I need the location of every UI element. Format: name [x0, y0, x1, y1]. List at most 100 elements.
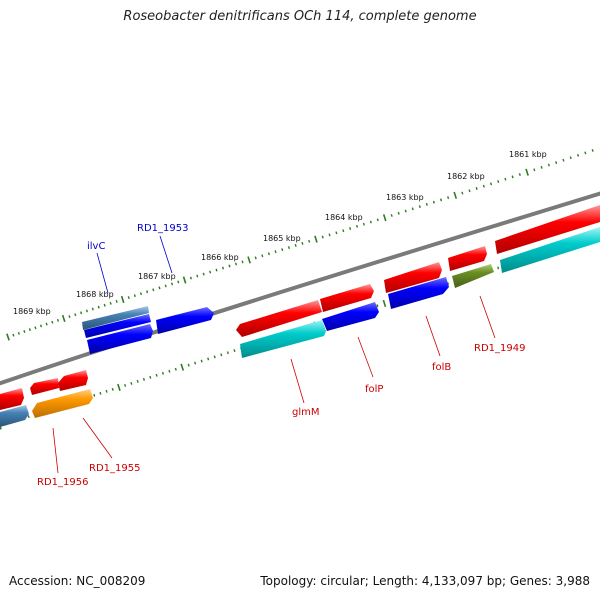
- gene-label-folB[interactable]: folB: [432, 362, 451, 373]
- gene-ilvC-lower[interactable]: [84, 314, 151, 338]
- scale-tick-minor: [105, 389, 108, 393]
- gene-folP[interactable]: [322, 302, 379, 331]
- scale-label-1867: 1867 kbp: [138, 272, 176, 281]
- gene-forward-blue-left[interactable]: [87, 324, 153, 354]
- scale-tick-minor: [390, 214, 393, 217]
- scale-tick-minor: [540, 165, 543, 169]
- leader-RD1_1953: [159, 235, 173, 274]
- gene-label-RD1_1949[interactable]: RD1_1949: [474, 343, 525, 354]
- map-title: Roseobacter denitrificans OCh 114, compl…: [123, 9, 477, 24]
- scale-tick-minor: [287, 246, 290, 249]
- scale-tick-minor: [168, 369, 171, 373]
- scale-tick-minor: [518, 173, 521, 176]
- scale-tick-minor: [56, 318, 60, 322]
- scale-tick-major: [314, 235, 318, 243]
- scale-tick-minor: [555, 161, 558, 165]
- gene-RD1_1956[interactable]: [0, 405, 29, 427]
- scale-label-1863: 1863 kbp: [386, 193, 424, 202]
- accession-text: Accession: NC_008209: [9, 574, 146, 588]
- gene-RD1_1953[interactable]: [156, 307, 214, 334]
- leader-ilvC: [96, 252, 109, 294]
- scale-tick-minor: [468, 189, 471, 193]
- scale-tick-minor: [404, 209, 407, 213]
- scale-tick-minor: [321, 235, 324, 239]
- scale-tick-minor: [376, 218, 379, 222]
- scale-tick-minor: [261, 254, 264, 258]
- scale-tick-major: [61, 314, 66, 323]
- gene-RD1_1949[interactable]: [452, 264, 494, 288]
- gene-red-7[interactable]: [30, 378, 59, 395]
- scale-tick-minor: [254, 256, 257, 260]
- scale-tick-minor: [215, 268, 218, 272]
- scale-tick-minor: [376, 304, 379, 308]
- gene-RD1_1955[interactable]: [32, 389, 93, 418]
- scale-tick-minor: [111, 387, 114, 391]
- gene-cyan-right[interactable]: [500, 227, 600, 273]
- gene-folB[interactable]: [388, 277, 449, 309]
- gene-red-4[interactable]: [320, 284, 374, 312]
- scale-tick-minor: [161, 371, 165, 375]
- gene-label-RD1_1953[interactable]: RD1_1953: [137, 223, 188, 234]
- outer-scale-ticks: [6, 149, 594, 341]
- scale-tick-minor: [170, 282, 174, 286]
- scale-tick-minor: [342, 229, 345, 233]
- gene-red-5[interactable]: [236, 300, 322, 337]
- scale-tick-major: [182, 276, 187, 284]
- scale-tick-minor: [130, 381, 133, 385]
- gene-label-folP[interactable]: folP: [365, 384, 383, 395]
- scale-tick-major: [382, 299, 387, 308]
- scale-tick-minor: [221, 266, 225, 270]
- genome-backbone: [0, 191, 600, 386]
- scale-tick-minor: [533, 168, 536, 172]
- scale-tick-minor: [228, 264, 231, 268]
- scale-tick-minor: [281, 248, 284, 252]
- scale-tick-minor: [155, 373, 158, 377]
- scale-tick-minor: [109, 301, 112, 305]
- leader-folP: [357, 336, 374, 378]
- scale-tick-major: [525, 168, 529, 176]
- gene-label-glmM[interactable]: glmM: [292, 407, 320, 418]
- scale-tick-minor: [274, 250, 277, 254]
- scale-tick-minor: [74, 313, 77, 317]
- scale-tick-minor: [511, 175, 514, 179]
- scale-tick-minor: [139, 292, 143, 296]
- leader-RD1_1956: [52, 427, 59, 474]
- gene-red-3[interactable]: [384, 262, 442, 293]
- scale-label-1861: 1861 kbp: [509, 150, 547, 159]
- scale-tick-minor: [80, 311, 83, 315]
- scale-tick-minor: [576, 153, 580, 157]
- leader-RD1_1955: [82, 417, 113, 459]
- scale-tick-major: [247, 256, 251, 264]
- scale-tick-minor: [432, 200, 435, 204]
- scale-tick-minor: [447, 196, 450, 200]
- gene-ilvC[interactable]: [82, 306, 149, 330]
- scale-tick-minor: [482, 184, 485, 188]
- gene-label-RD1_1955[interactable]: RD1_1955: [89, 463, 140, 474]
- gene-label-RD1_1956[interactable]: RD1_1956: [37, 477, 88, 488]
- scale-tick-minor: [91, 307, 94, 311]
- scale-tick-major: [382, 214, 387, 222]
- scale-tick-minor: [562, 158, 565, 162]
- scale-tick-minor: [294, 244, 297, 247]
- scale-tick-minor: [504, 177, 507, 181]
- scale-tick-minor: [45, 322, 48, 326]
- gene-red-1[interactable]: [495, 205, 600, 254]
- scale-label-1866: 1866 kbp: [201, 253, 239, 262]
- scale-tick-minor: [569, 156, 572, 160]
- gene-label-ilvC[interactable]: ilvC: [87, 241, 105, 252]
- scale-tick-minor: [209, 270, 212, 274]
- scale-tick-minor: [233, 349, 236, 353]
- scale-tick-minor: [220, 353, 223, 357]
- scale-tick-minor: [124, 383, 127, 387]
- scale-tick-minor: [202, 272, 205, 276]
- scale-label-1868: 1868 kbp: [76, 290, 114, 299]
- gene-red-2[interactable]: [448, 246, 487, 271]
- scale-tick-minor: [28, 328, 31, 332]
- scale-tick-minor: [164, 284, 167, 288]
- gene-red-8[interactable]: [0, 388, 24, 410]
- gene-red-6[interactable]: [58, 370, 88, 391]
- scale-tick-minor: [149, 375, 152, 379]
- scale-tick-major: [453, 191, 458, 199]
- gene-glmM[interactable]: [240, 320, 326, 358]
